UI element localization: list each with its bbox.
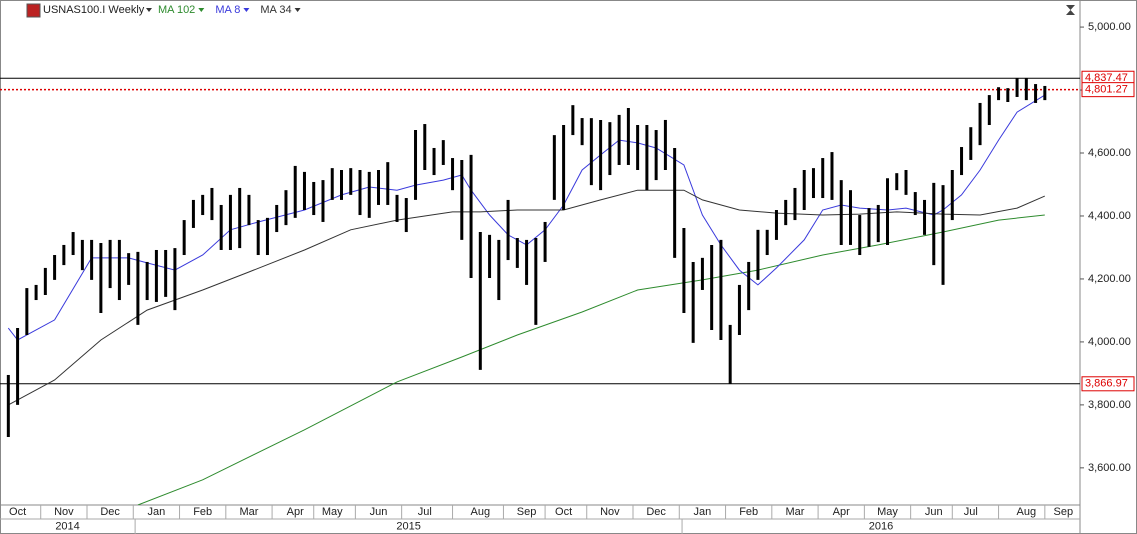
- level-label-box: [1081, 82, 1135, 98]
- legend-entry: MA 34: [260, 4, 291, 16]
- dropdown-arrow[interactable]: [146, 8, 152, 12]
- level-label: 4,801.27: [1085, 84, 1128, 96]
- y-tick-label: 4,400.00: [1088, 210, 1131, 222]
- legend-entry: MA 102: [158, 4, 195, 16]
- level-label-box: [1081, 376, 1135, 392]
- dropdown-arrow: [198, 8, 205, 12]
- year-label: 2015: [396, 520, 420, 532]
- year-label: 2014: [55, 520, 79, 532]
- moving-average-line: [8, 189, 1045, 406]
- x-tick-label: Oct: [555, 506, 572, 518]
- dropdown-arrow: [243, 8, 250, 12]
- y-tick-label: 3,600.00: [1088, 462, 1131, 474]
- x-tick-label: May: [877, 506, 898, 518]
- x-tick-label: Apr: [833, 506, 850, 518]
- x-tick-label: Apr: [287, 506, 304, 518]
- header: USNAS100.I Weekly: [26, 3, 1075, 18]
- y-tick-label: 4,000.00: [1088, 336, 1131, 348]
- x-tick-label: Jun: [925, 506, 943, 518]
- x-tick-label: Jul: [964, 506, 978, 518]
- dropdown-arrow: [294, 8, 301, 12]
- x-tick-label: Sep: [517, 506, 537, 518]
- x-tick-label: Sep: [1054, 506, 1074, 518]
- plot: [0, 77, 1080, 505]
- settings-icon[interactable]: [1066, 5, 1075, 15]
- level-label: 4,837.47: [1085, 72, 1128, 84]
- x-tick-label: Aug: [1017, 506, 1037, 518]
- x-tick-label: Feb: [739, 506, 758, 518]
- y-tick-label: 4,200.00: [1088, 273, 1131, 285]
- y-tick-label: 3,800.00: [1088, 399, 1131, 411]
- legend-entry: MA 8: [215, 4, 240, 16]
- symbol-icon: [26, 3, 41, 18]
- y-tick-label: 4,600.00: [1088, 147, 1131, 159]
- x-tick-label: Jan: [148, 506, 166, 518]
- x-tick-label: Jul: [418, 506, 432, 518]
- x-tick-label: Aug: [471, 506, 491, 518]
- moving-average-line: [137, 214, 1045, 505]
- x-tick-label: Nov: [600, 506, 620, 518]
- x-tick-label: Feb: [193, 506, 212, 518]
- x-tick-label: Jun: [370, 506, 388, 518]
- x-tick-label: May: [322, 506, 343, 518]
- year-label: 2016: [869, 520, 893, 532]
- x-tick-label: Dec: [100, 506, 120, 518]
- x-tick-label: Dec: [646, 506, 666, 518]
- x-tick-label: Jan: [694, 506, 712, 518]
- x-tick-label: Mar: [239, 506, 258, 518]
- y-tick-label: 5,000.00: [1088, 21, 1131, 33]
- x-tick-label: Mar: [785, 506, 804, 518]
- x-tick-label: Nov: [54, 506, 74, 518]
- chart-title: USNAS100.I Weekly: [43, 4, 145, 16]
- level-label: 3,866.97: [1085, 378, 1128, 390]
- x-tick-label: Oct: [9, 506, 26, 518]
